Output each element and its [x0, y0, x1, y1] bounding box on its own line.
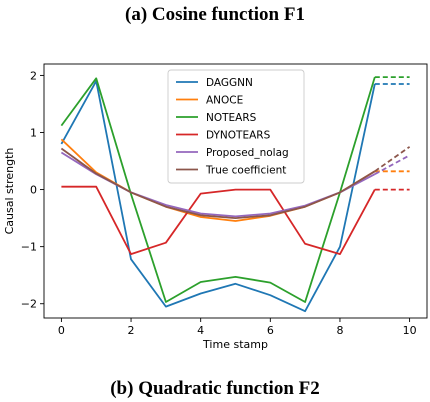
legend-label: Proposed_nolag [206, 147, 289, 159]
y-tick-label: 2 [30, 69, 37, 82]
x-tick-label: 10 [403, 324, 417, 337]
figure-caption-bottom: (b) Quadratic function F2 [110, 378, 320, 399]
series-line-dynotears [61, 185, 376, 256]
legend-label: NOTEARS [206, 112, 257, 124]
figure-caption-top: (a) Cosine function F1 [125, 4, 305, 25]
x-axis-label: Time stamp [202, 338, 268, 351]
series-line-daggnn [60, 80, 376, 313]
y-tick-label: 1 [30, 126, 37, 139]
x-tick-label: 6 [267, 324, 274, 337]
y-axis-label: Causal strength [3, 148, 16, 235]
x-tick-label: 0 [58, 324, 65, 337]
y-tick-label: −2 [21, 298, 37, 311]
series-line-notears [60, 76, 376, 303]
series-forecast-true-coefficient [374, 146, 411, 173]
x-tick-label: 8 [336, 324, 343, 337]
legend-label: ANOCE [206, 95, 243, 107]
x-tick-label: 4 [197, 324, 204, 337]
y-tick-label: −1 [21, 241, 37, 254]
legend-label: DAGGNN [206, 77, 253, 89]
series-line-true-coefficient [60, 147, 376, 220]
series-forecast-proposed-nolag [374, 154, 411, 175]
x-tick-label: 2 [128, 324, 135, 337]
legend-box [167, 69, 305, 184]
legend-label: DYNOTEARS [206, 130, 271, 142]
y-tick-label: 0 [30, 184, 37, 197]
plot-area-frame [43, 63, 428, 319]
legend-label: True coefficient [205, 165, 286, 177]
